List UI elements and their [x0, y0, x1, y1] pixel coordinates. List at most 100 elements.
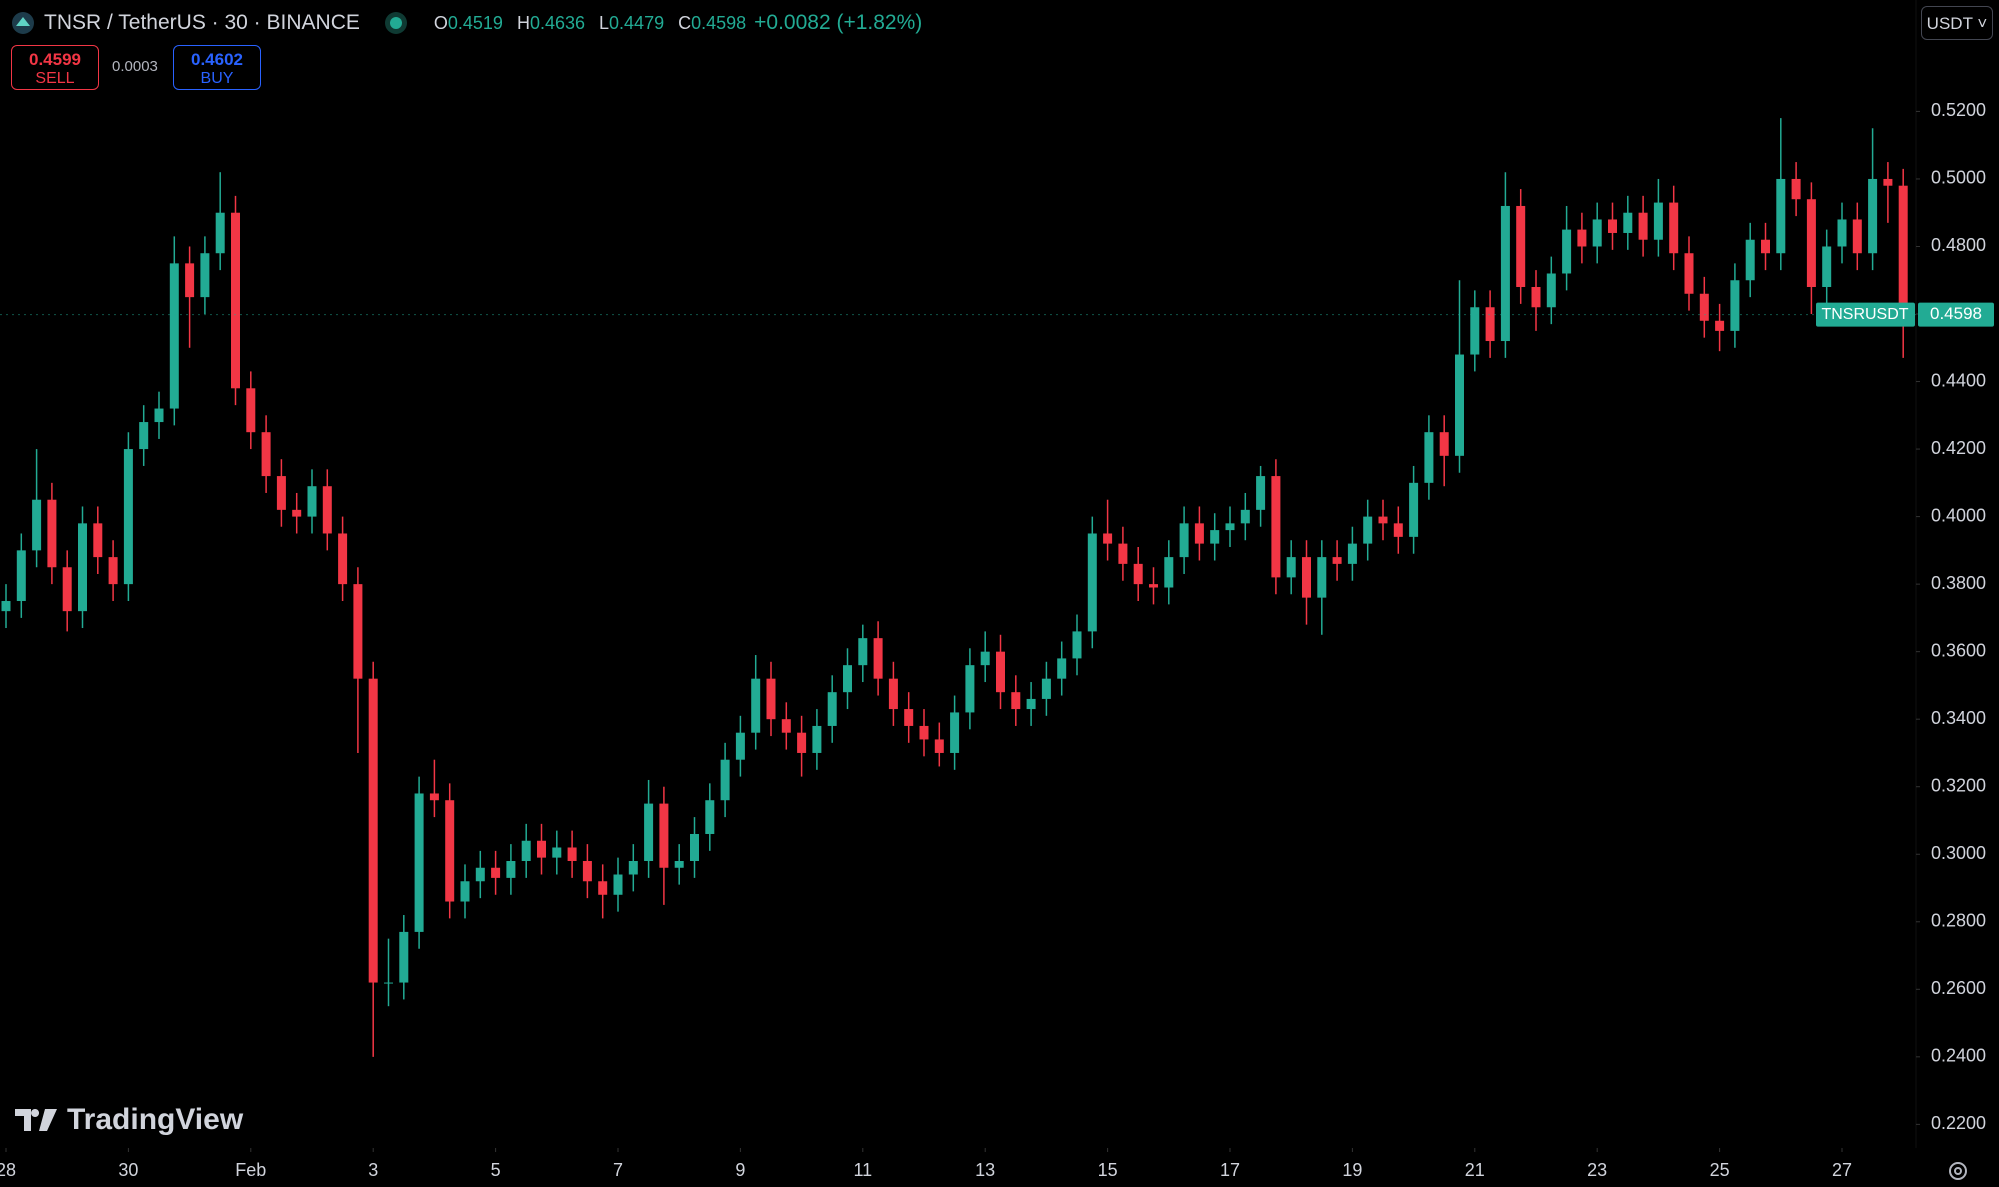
candle-body	[1256, 476, 1266, 510]
candle-body	[1424, 432, 1434, 483]
candle-body	[1347, 543, 1357, 564]
ohlc-item: O0.4519	[434, 13, 503, 34]
candle-body	[1179, 523, 1189, 558]
candle-body	[16, 550, 26, 602]
y-tick-label: 0.4800	[1931, 235, 1986, 255]
y-tick-label: 0.3600	[1931, 640, 1986, 660]
candle-body	[965, 665, 975, 713]
candle-body	[276, 476, 286, 510]
candle-body	[628, 861, 638, 875]
price-tag	[1918, 302, 1994, 327]
candle-body	[919, 725, 929, 740]
candle-body	[1531, 287, 1541, 308]
x-tick-label: 27	[1832, 1160, 1852, 1180]
candle-body	[1822, 246, 1832, 287]
candle-body	[567, 847, 577, 861]
candle-body	[1210, 530, 1220, 544]
y-tick-label: 0.5000	[1931, 168, 1986, 188]
buy-button[interactable]: 0.4602 BUY	[173, 45, 261, 90]
candle-body	[123, 449, 133, 585]
y-tick-label: 0.2600	[1931, 978, 1986, 998]
buy-label[interactable]: BUY	[200, 70, 234, 87]
candle-body	[185, 263, 195, 298]
candle-body	[582, 861, 592, 882]
y-tick-label: 0.2800	[1931, 911, 1986, 931]
candle-body	[475, 867, 485, 882]
candle-body	[1546, 273, 1556, 308]
candle-body	[1026, 698, 1036, 710]
candle-body	[506, 861, 516, 878]
candle-body	[812, 725, 822, 753]
currency-select[interactable]: USDT ˅	[1921, 6, 1993, 40]
candle-body	[1302, 557, 1311, 598]
candle-body	[47, 499, 57, 568]
candle-body	[690, 833, 699, 861]
candle-body	[735, 732, 745, 760]
candle-body	[1868, 178, 1878, 254]
y-tick-label: 0.3400	[1931, 708, 1986, 728]
candle-body	[1225, 523, 1235, 531]
currency-label[interactable]: USDT	[1926, 14, 1973, 33]
candle-body	[980, 651, 990, 666]
sell-button[interactable]: 0.4599 SELL	[11, 45, 99, 90]
candle-body	[1072, 631, 1082, 659]
candle-body	[598, 881, 608, 895]
y-tick-label: 0.2400	[1931, 1046, 1986, 1066]
x-tick-label: 11	[853, 1160, 872, 1180]
candle-body	[1378, 516, 1388, 524]
candle-body	[353, 584, 363, 679]
x-tick-label: 23	[1587, 1160, 1607, 1180]
x-tick-label: 25	[1710, 1160, 1730, 1180]
y-tick-label: 0.4400	[1931, 370, 1986, 390]
y-tick-label: 0.5200	[1931, 100, 1986, 120]
price-change: +0.0082 (+1.82%)	[754, 11, 923, 34]
candle-body	[246, 388, 256, 433]
logo-icon	[15, 1109, 57, 1131]
candle-body	[1577, 229, 1587, 247]
symbol-title[interactable]: TNSR / TetherUS · 30 · BINANCE	[44, 11, 360, 34]
candle-body	[1791, 178, 1801, 200]
candle-body	[1393, 523, 1403, 537]
sell-label[interactable]: SELL	[35, 70, 75, 87]
gear-center[interactable]	[1954, 1167, 1962, 1175]
candle-body	[613, 874, 623, 895]
y-tick-label: 0.4200	[1931, 438, 1986, 458]
candle-body	[1608, 219, 1617, 233]
candle-body	[950, 712, 960, 753]
ohlc-value: 0.4598	[691, 12, 747, 33]
candle-body	[108, 557, 118, 585]
candle-body	[720, 759, 730, 801]
candle-body	[1699, 293, 1709, 321]
candle-body	[307, 486, 317, 517]
candle-body	[705, 800, 715, 834]
sell-price[interactable]: 0.4599	[29, 50, 81, 69]
candle-body	[1041, 678, 1051, 699]
candle-body	[1194, 523, 1204, 544]
candle-body	[231, 212, 240, 389]
ohlc-value: 0.4479	[609, 12, 665, 33]
candle-body	[1149, 584, 1158, 588]
ohlc-label: H	[516, 12, 530, 33]
candle-body	[200, 253, 210, 298]
candle-body	[338, 533, 348, 585]
symbol-header: TNSR / TetherUS · 30 · BINANCE O0.4519 H 0…	[10, 8, 922, 38]
symbol-tag-label: TNSRUSDT	[1821, 306, 1908, 323]
candle-body	[996, 651, 1005, 693]
candle-body	[827, 692, 837, 726]
candle-body	[1133, 563, 1143, 585]
buy-price[interactable]: 0.4602	[191, 50, 243, 69]
settings-icon[interactable]	[1949, 1162, 1967, 1180]
candle-body	[1669, 202, 1679, 254]
ohlc-item: L0.4479	[599, 13, 664, 34]
gear[interactable]	[1949, 1162, 1967, 1180]
candle-body	[1730, 280, 1740, 331]
candle-body	[1103, 533, 1113, 544]
candle-body	[537, 840, 546, 858]
candle-body	[674, 861, 684, 868]
candle-body	[1852, 219, 1862, 254]
candle-body	[1455, 354, 1464, 456]
candle-body	[1439, 432, 1449, 456]
x-tick-label: 30	[118, 1160, 138, 1180]
symbol-icon	[12, 12, 34, 34]
